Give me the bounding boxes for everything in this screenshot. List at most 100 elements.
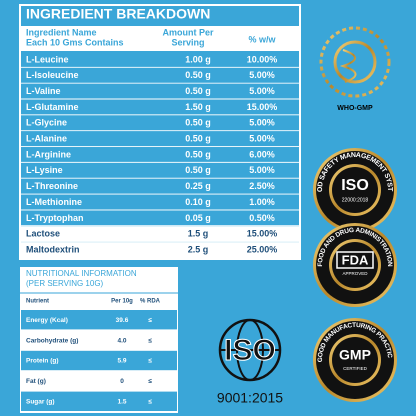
table-row [21, 52, 299, 67]
table-row [21, 350, 177, 371]
cell: ≤ [148, 399, 152, 406]
column-header: % w/w [248, 34, 276, 44]
table-row [21, 99, 299, 115]
cell: Maltodextrin [26, 244, 80, 254]
table-frame [19, 4, 301, 260]
cell: L-Alanine [26, 134, 67, 144]
badge-code: 9001:2015 [217, 390, 283, 406]
cell: 0.50 g [185, 165, 211, 175]
cell: 1.5 g [188, 229, 209, 239]
fda-badge: FOOD AND DRUG ADMINISTRATION FDA APPROVE… [313, 223, 397, 307]
table-row [21, 391, 177, 411]
cell: 5.00% [249, 165, 275, 175]
table-row [21, 115, 299, 131]
cell: L-Valine [26, 86, 61, 96]
cell: 2.5 g [188, 244, 209, 254]
cell: Sugar (g) [26, 399, 55, 406]
badge-code: 22000:2018 [342, 197, 369, 203]
table-row [21, 371, 177, 391]
table-row [21, 147, 299, 162]
cell: 0.05 g [185, 213, 211, 223]
cell: 5.00% [249, 134, 275, 144]
nutrition-table: Nutrient Per 10g % RDA Energy (Kcal) 39.6 ≤ Ca… [20, 292, 178, 411]
cell: L-Leucine [26, 54, 69, 64]
table-row [21, 67, 299, 83]
cell: 0.25 g [185, 181, 211, 191]
table-row [21, 310, 177, 330]
cell: ≤ [148, 358, 152, 365]
cell: 5.9 [117, 358, 126, 365]
badge-main: ISO [341, 177, 369, 194]
table-row [21, 194, 299, 210]
cell: L-Glycine [26, 118, 67, 128]
cell: 0.50 g [185, 134, 211, 144]
badge-main: FDA [342, 252, 369, 267]
cell: 0.10 g [185, 197, 211, 207]
column-header: Amount Per Serving [162, 28, 214, 48]
cell: 2.50% [249, 181, 275, 191]
badge-label: WHO-GMP [337, 105, 373, 112]
cell: 0 [120, 378, 124, 385]
column-header: Ingredient Name [26, 28, 97, 38]
cell: 15.00% [247, 229, 278, 239]
cell: 0.50 g [185, 118, 211, 128]
cell: ≤ [148, 378, 152, 385]
column-header: Nutrient [26, 299, 49, 305]
cell: 1.5 [117, 399, 126, 406]
table-row [21, 210, 299, 226]
cell: ≤ [148, 337, 152, 344]
cell: 5.00% [249, 86, 275, 96]
who-badge: WHO-GMP [319, 26, 391, 112]
cell: 5.00% [249, 118, 275, 128]
column-header: Amount Per [162, 28, 214, 38]
ingredient-table: Ingredient Name Each 10 Gms Contains Amoun… [21, 26, 299, 258]
iso9001-badge: ISO 9001:2015 [217, 318, 283, 406]
cell: L-Glutamine [26, 102, 79, 112]
cell: 39.6 [116, 317, 129, 324]
badge-main: GMP [339, 347, 371, 363]
cell: 10.00% [247, 54, 278, 64]
cell: Lactose [26, 229, 60, 239]
column-header: Each 10 Gms Contains [26, 38, 124, 48]
cell: L-Tryptophan [26, 213, 84, 223]
cell: 6.00% [249, 149, 275, 159]
badge-sub: APPROVED [342, 271, 368, 276]
cell: L-Threonine [26, 181, 78, 191]
cell: 1.00% [249, 197, 275, 207]
column-header: Serving [171, 38, 204, 48]
badge-main: ISO [224, 334, 276, 367]
table-row [21, 330, 177, 350]
table-row [21, 242, 299, 257]
table-row [21, 131, 299, 147]
cell: 0.50 g [185, 149, 211, 159]
cell: Energy (Kcal) [26, 317, 68, 324]
cell: 1.00 g [185, 54, 211, 64]
table-title: INGREDIENT BREAKDOWN [26, 6, 210, 22]
cell: 0.50 g [185, 86, 211, 96]
cell: 0.50% [249, 213, 275, 223]
nutrition-title: (PER SERVING 10G) [26, 279, 104, 288]
cell: Fat (g) [26, 378, 46, 385]
cell: 1.50 g [185, 102, 211, 112]
cell: 4.0 [117, 337, 126, 344]
table-row [21, 83, 299, 99]
cell: 5.00% [249, 70, 275, 80]
column-header: Ingredient Name Each 10 Gms Contains [26, 28, 124, 48]
cell: Protein (g) [26, 358, 59, 365]
cell: L-Arginine [26, 149, 71, 159]
cell: L-Isoleucine [26, 70, 79, 80]
column-header: Per 10g [111, 299, 133, 305]
cell: 15.00% [247, 102, 278, 112]
header-row [21, 26, 299, 51]
column-header: % RDA [140, 299, 161, 305]
table-row [21, 162, 299, 178]
badge-sub: CERTIFIED [343, 366, 367, 371]
cell: L-Methionine [26, 197, 82, 207]
cell: Carbohydrate (g) [26, 337, 78, 344]
cell: 0.50 g [185, 70, 211, 80]
table-row [21, 178, 299, 194]
nutrition-title: NUTRITIONAL INFORMATION [26, 269, 137, 278]
cell: 25.00% [247, 244, 278, 254]
table-row [21, 226, 299, 242]
